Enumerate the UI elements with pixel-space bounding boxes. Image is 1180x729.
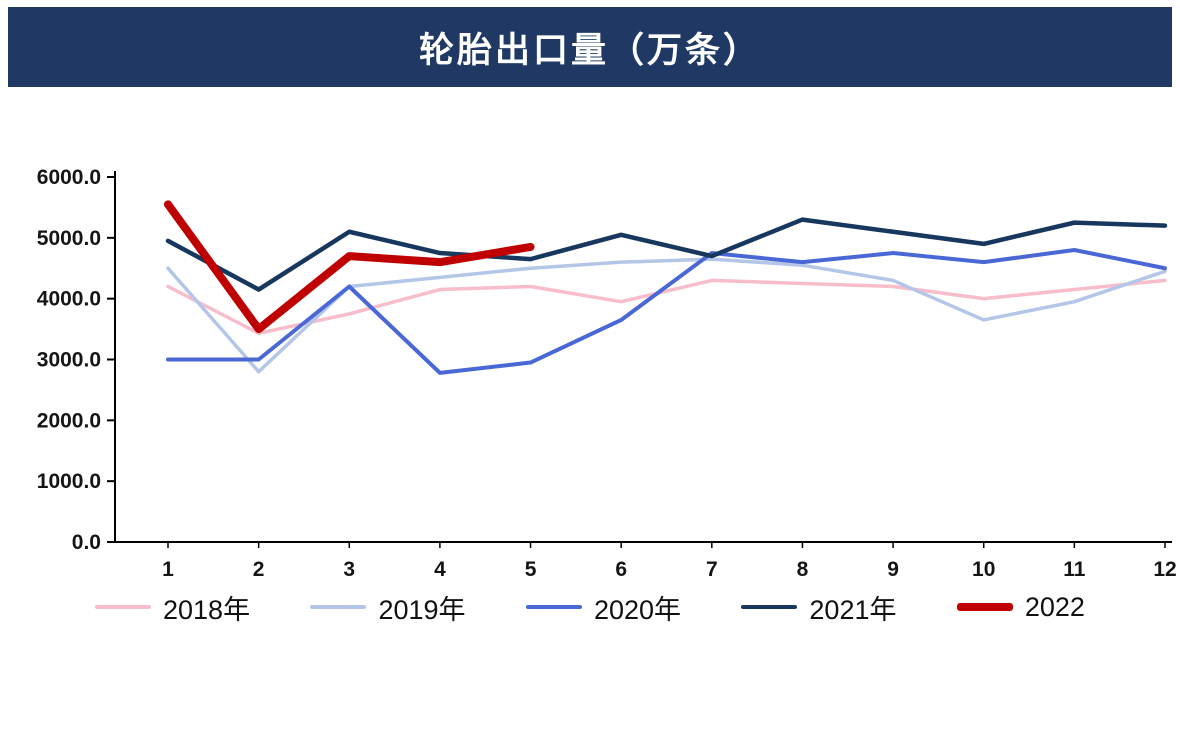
chart-area: 0.0 1000.0 2000.0 3000.0 4000.0 5000.0 6000.0 1… [0,87,1180,645]
chart-title: 轮胎出口量（万条） [418,30,761,70]
x-tick-label: 9 [887,558,899,581]
series-line-2019年 [166,257,1167,374]
legend-item-2021: 2021年 [741,588,896,627]
legend-item-2022: 2022 [956,591,1085,623]
legend-label-2020: 2020年 [593,594,682,625]
x-tick-label: 8 [797,558,809,581]
series-line-2020年 [166,248,1167,375]
y-tick-label: 5000.0 [37,227,101,250]
x-tick-label: 12 [1153,558,1176,581]
legend-swatch-2018 [95,605,151,609]
x-tick-label: 6 [615,558,627,581]
x-tick-label: 5 [525,558,537,581]
y-tick-label: 4000.0 [37,288,101,311]
y-tick-label: 3000.0 [37,349,101,372]
x-tick-label: 3 [343,558,355,581]
x-tick-label: 7 [706,558,718,581]
legend-label-2019: 2019年 [378,594,466,625]
legend-swatch-2022 [956,603,1013,611]
series-line-2021年 [165,217,1168,292]
legend-label-2021: 2021年 [809,594,897,625]
x-tick-label: 10 [972,558,995,581]
legend-label-2022: 2022 [1024,591,1085,622]
x-tick-label: 4 [434,558,446,581]
legend-item-2020: 2020年 [525,588,682,627]
legend-item-2018: 2018年 [95,588,250,627]
legend-swatch-2019 [310,605,367,609]
legend-item-2019: 2019年 [310,588,466,627]
y-tick-label: 2000.0 [37,409,101,432]
series-line-2018年 [166,278,1167,336]
y-tick-label: 6000.0 [37,166,101,189]
legend-swatch-2021 [741,604,798,610]
x-tick-label: 11 [1063,558,1086,581]
legend-swatch-2020 [525,605,582,609]
chart-title-bar: 轮胎出口量（万条） [8,7,1172,87]
series-line-2022 [164,200,535,334]
legend-label-2018: 2018年 [163,594,251,625]
chart-legend: 2018年 2019年 2020年 2021年 2022 [0,581,1180,633]
x-tick-label: 1 [162,558,174,581]
line-chart: 0.0 1000.0 2000.0 3000.0 4000.0 5000.0 6000.0 1… [37,166,1177,581]
y-tick-label: 1000.0 [37,470,101,493]
x-tick-label: 2 [253,558,265,581]
y-tick-label: 0.0 [72,531,101,554]
